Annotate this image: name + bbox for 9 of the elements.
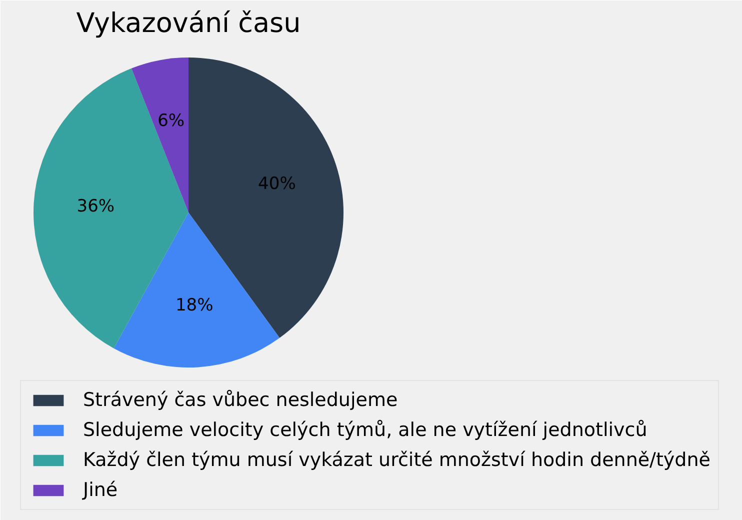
data-label: 36% — [76, 196, 115, 217]
legend-label: Jiné — [83, 479, 118, 501]
data-label: 6% — [158, 111, 185, 132]
legend-label: Sledujeme velocity celých týmů, ale ne vytížení jednotlivců — [83, 419, 648, 441]
legend-label: Strávený čas vůbec nesledujeme — [83, 389, 398, 411]
legend-label: Každý člen týmu musí vykázat určité množství hodin denně/týdně — [83, 449, 710, 471]
chart-title: Vykazování času — [76, 8, 301, 39]
data-label: 18% — [175, 295, 214, 316]
data-label: 40% — [258, 174, 296, 194]
